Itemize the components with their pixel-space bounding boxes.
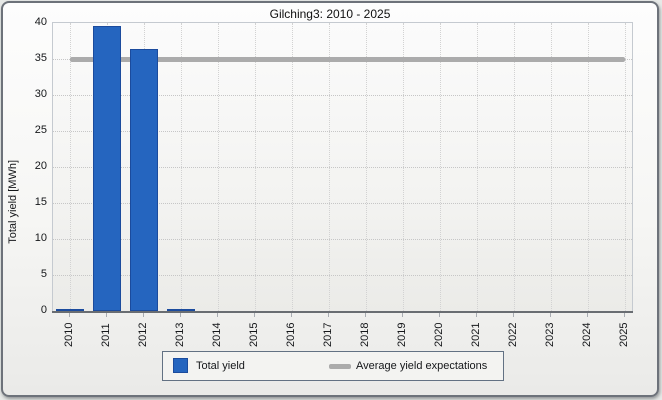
y-tick-label-20: 20 — [34, 160, 47, 172]
x-tick-2019 — [402, 313, 403, 317]
gridline-v-2010 — [70, 23, 71, 311]
plot-frame — [52, 22, 633, 312]
gridline-v-2019 — [403, 23, 404, 311]
gridline-h-25 — [53, 131, 632, 132]
x-tick-2015 — [254, 313, 255, 317]
x-axis-labels: 2010 2011 2012 2013 2014 2015 2016 2017 2018 2019… — [52, 317, 633, 349]
gridline-v-2018 — [366, 23, 367, 311]
bar-2011 — [93, 26, 121, 311]
gridline-v-2015 — [255, 23, 256, 311]
y-tick-label-0: 0 — [40, 304, 47, 316]
gridline-h-5 — [53, 275, 632, 276]
legend: Total yield Average yield expectations — [162, 351, 504, 381]
gridline-v-2021 — [477, 23, 478, 311]
gridline-v-2013 — [181, 23, 182, 311]
y-tick-label-10: 10 — [34, 232, 47, 244]
x-tick-label-2018: 2018 — [359, 322, 371, 347]
x-tick-label-2011: 2011 — [100, 323, 112, 347]
x-tick-label-2020: 2020 — [433, 322, 445, 347]
x-tick-2020 — [439, 313, 440, 317]
x-tick-2023 — [550, 313, 551, 317]
x-tick-label-2010: 2010 — [63, 322, 75, 347]
x-tick-label-2019: 2019 — [396, 322, 408, 347]
legend-label-average: Average yield expectations — [356, 360, 488, 372]
y-tick-label-5: 5 — [40, 268, 47, 280]
x-tick-label-2017: 2017 — [322, 322, 334, 347]
gridline-h-15 — [53, 203, 632, 204]
gridline-v-2022 — [514, 23, 515, 311]
x-tick-2022 — [513, 313, 514, 317]
y-tick-label-15: 15 — [34, 196, 47, 208]
x-tick-2014 — [217, 313, 218, 317]
gridline-v-2025 — [625, 23, 626, 311]
gridline-h-10 — [53, 239, 632, 240]
plot-area — [53, 23, 632, 311]
x-tick-label-2024: 2024 — [581, 322, 593, 347]
legend-label-total-yield: Total yield — [196, 360, 245, 372]
x-tick-2011 — [106, 313, 107, 317]
gridline-v-2016 — [292, 23, 293, 311]
x-tick-label-2025: 2025 — [618, 322, 630, 347]
y-axis-labels: 0 5 10 15 20 25 30 35 40 — [3, 16, 47, 316]
x-tick-label-2016: 2016 — [285, 322, 297, 347]
bar-2010 — [56, 309, 84, 311]
x-tick-label-2023: 2023 — [544, 322, 556, 347]
x-tick-label-2012: 2012 — [137, 322, 149, 347]
gridline-v-2017 — [329, 23, 330, 311]
x-tick-label-2022: 2022 — [507, 322, 519, 347]
x-tick-label-2014: 2014 — [211, 322, 223, 347]
gridline-v-2014 — [218, 23, 219, 311]
x-tick-2012 — [143, 313, 144, 317]
average-line — [70, 57, 625, 62]
gridline-v-2020 — [440, 23, 441, 311]
y-tick-label-40: 40 — [34, 16, 47, 28]
x-axis-ticks — [52, 313, 633, 317]
y-tick-label-30: 30 — [34, 88, 47, 100]
gridline-v-2024 — [588, 23, 589, 311]
x-tick-2010 — [69, 313, 70, 317]
x-tick-label-2013: 2013 — [174, 322, 186, 347]
gridline-h-30 — [53, 95, 632, 96]
legend-swatch-average-line — [329, 364, 351, 369]
legend-swatch-total-yield — [173, 358, 188, 373]
x-tick-2018 — [365, 313, 366, 317]
bar-2013 — [167, 309, 195, 311]
x-axis-line — [52, 311, 633, 313]
x-tick-2016 — [291, 313, 292, 317]
x-tick-2025 — [624, 313, 625, 317]
y-tick-label-35: 35 — [34, 52, 47, 64]
x-tick-label-2015: 2015 — [248, 322, 260, 347]
x-tick-2017 — [328, 313, 329, 317]
gridline-h-20 — [53, 167, 632, 168]
bar-2012 — [130, 49, 158, 311]
x-tick-2013 — [180, 313, 181, 317]
x-tick-2024 — [587, 313, 588, 317]
gridline-v-2023 — [551, 23, 552, 311]
x-tick-2021 — [476, 313, 477, 317]
chart-title: Gilching3: 2010 - 2025 — [269, 7, 391, 21]
x-tick-label-2021: 2021 — [470, 322, 482, 347]
y-tick-label-25: 25 — [34, 124, 47, 136]
